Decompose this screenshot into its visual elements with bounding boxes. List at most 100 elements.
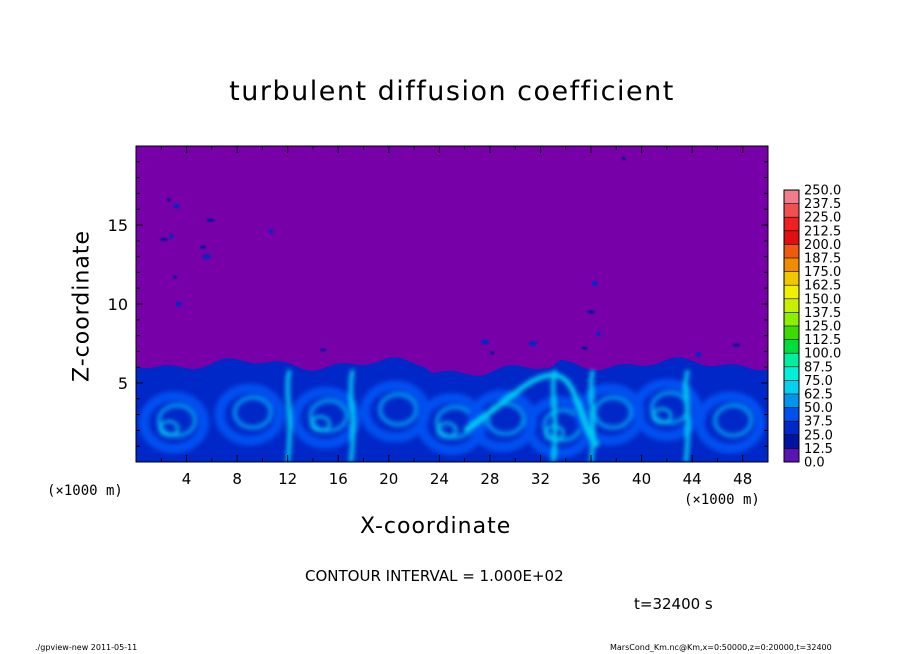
plume-streak: [463, 372, 600, 448]
colorbar-label: 225.0: [804, 211, 841, 226]
x-unit-label-right: (×1000 m): [684, 492, 760, 508]
time-stamp: t=32400 s: [634, 595, 713, 613]
turbulence-blob: [175, 301, 182, 307]
colorbar-swatch: [784, 258, 799, 272]
eddy-inner: [651, 407, 673, 425]
eddy-core: [232, 395, 273, 430]
colorbar-label: 150.0: [804, 292, 841, 307]
x-tick-label: 36: [581, 470, 600, 488]
plume-streak: [683, 369, 690, 462]
colorbar-swatch: [784, 421, 799, 436]
x-tick-label: 24: [430, 470, 449, 488]
colorbar-swatch: [784, 407, 799, 422]
turbulence-blob: [169, 233, 174, 239]
turbulence-blob: [732, 343, 741, 347]
turbulence-blob: [166, 198, 171, 202]
turbulence-blob: [159, 237, 168, 241]
eddy-inner: [158, 420, 180, 437]
turbulence-blob: [173, 203, 180, 209]
turbulence-blob: [199, 245, 206, 249]
eddy-ring: [214, 383, 285, 446]
colorbar-label: 100.0: [804, 347, 841, 362]
colorbar-label: 125.0: [804, 320, 841, 335]
colorbar-swatch: [784, 312, 799, 327]
colorbar-label: 62.5: [804, 388, 833, 403]
colorbar-swatch: [784, 298, 799, 313]
x-tick-label: 32: [531, 470, 550, 488]
eddy-core: [485, 401, 526, 436]
colorbar-label: 250.0: [804, 184, 841, 199]
colorbar-swatch: [784, 217, 799, 232]
eddy-inner: [436, 421, 458, 439]
turbulence-blob: [480, 339, 489, 345]
colorbar-swatch: [784, 271, 799, 286]
turbulence-blob: [173, 275, 178, 279]
colorbar-swatch: [784, 394, 799, 408]
x-tick-label: 44: [683, 470, 702, 488]
plume-streak: [589, 369, 595, 462]
x-tick-label: 48: [733, 470, 752, 488]
x-unit-label-left: (×1000 m): [47, 483, 123, 499]
colorbar-label: 237.5: [804, 197, 841, 212]
eddy-inner: [310, 415, 331, 433]
upper-blob-group: [159, 157, 741, 358]
turbulence-blob: [490, 351, 495, 355]
turbulence-blob: [206, 218, 215, 222]
eddy-ring: [417, 393, 487, 456]
x-tick-label: 16: [329, 470, 348, 488]
colorbar-swatch: [784, 244, 799, 259]
colorbar-label: 187.5: [804, 252, 841, 267]
colorbar-swatch: [784, 366, 799, 381]
turbulence-blob: [581, 346, 588, 350]
turbulence-blob: [591, 280, 598, 287]
colorbar-swatch: [784, 434, 799, 449]
footer-right: MarsCond_Km.nc@Km,x=0:50000,z=0:20000,t=…: [610, 643, 832, 652]
x-tick-label: 4: [182, 470, 192, 488]
colorbar-label: 25.0: [804, 428, 833, 443]
turbulence-blob: [695, 351, 702, 358]
x-tick-label: 12: [278, 470, 297, 488]
colorbar-label: 212.5: [804, 224, 841, 239]
eddy-ring: [631, 378, 702, 441]
eddy-group: [138, 369, 766, 462]
turbulence-blob: [202, 254, 211, 260]
contour-interval-text: CONTOUR INTERVAL = 1.000E+02: [305, 567, 564, 585]
colorbar-swatch: [784, 380, 799, 395]
colorbar-label: 200.0: [804, 238, 841, 253]
eddy-core: [713, 403, 754, 438]
eddy-core: [593, 395, 633, 430]
colorbar-label: 87.5: [804, 360, 833, 375]
eddy-core: [308, 398, 349, 433]
y-tick-label: 15: [108, 216, 128, 235]
footer-left: ./gpview-new 2011-05-11: [35, 643, 138, 652]
y-axis-label: Z-coordinate: [69, 230, 95, 382]
plume-streak: [551, 369, 558, 462]
colorbar-label: 137.5: [804, 306, 841, 321]
colorbar-swatch: [784, 230, 799, 245]
colorbar-label: 75.0: [804, 374, 833, 389]
eddy-core: [156, 403, 197, 438]
colorbar-swatch: [784, 190, 799, 204]
colorbar-swatch: [784, 339, 799, 354]
eddy-ring: [695, 391, 766, 454]
chart-title: turbulent diffusion coefficient: [229, 76, 675, 107]
turbulence-blob: [528, 340, 537, 347]
plume-streak: [348, 369, 355, 462]
colorbar-swatch: [784, 203, 799, 218]
turbulence-blob: [320, 348, 327, 352]
colorbar-swatch: [784, 326, 799, 340]
colorbar-swatch: [784, 353, 799, 368]
x-tick-label: 40: [632, 470, 651, 488]
turbulence-blob: [587, 310, 596, 314]
turbulence-field: [136, 157, 768, 462]
colorbar-label: 162.5: [804, 279, 841, 294]
colorbar-label: 12.5: [804, 442, 833, 457]
turbulence-blob: [621, 157, 626, 161]
turbulence-blob: [596, 331, 601, 337]
x-tick-label: 8: [232, 470, 242, 488]
colorbar-swatch: [784, 285, 799, 300]
y-tick-label: 10: [108, 295, 128, 314]
y-axis: 5 10 15: [108, 161, 768, 447]
turbulence-blob: [269, 228, 274, 234]
